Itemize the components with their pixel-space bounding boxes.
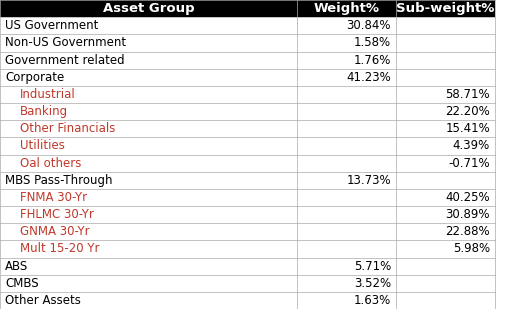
Text: 40.25%: 40.25% <box>445 191 490 204</box>
Text: Oal others: Oal others <box>20 157 81 170</box>
Bar <box>0 137 495 154</box>
Text: 22.20%: 22.20% <box>445 105 490 118</box>
Text: 1.58%: 1.58% <box>354 36 391 49</box>
Text: Banking: Banking <box>20 105 68 118</box>
Text: Utilities: Utilities <box>20 139 65 152</box>
Bar <box>0 86 495 103</box>
Text: Sub-weight%: Sub-weight% <box>396 2 494 15</box>
Text: GNMA 30-Yr: GNMA 30-Yr <box>20 225 89 238</box>
Bar <box>0 34 495 52</box>
Text: Industrial: Industrial <box>20 88 76 101</box>
Text: 5.98%: 5.98% <box>453 243 490 256</box>
Text: Other Assets: Other Assets <box>5 294 81 307</box>
Text: -0.71%: -0.71% <box>448 157 490 170</box>
Text: 1.76%: 1.76% <box>354 53 391 66</box>
Text: ABS: ABS <box>5 260 28 273</box>
Bar <box>0 275 495 292</box>
Text: 30.84%: 30.84% <box>346 19 391 32</box>
Text: MBS Pass-Through: MBS Pass-Through <box>5 174 113 187</box>
Text: FHLMC 30-Yr: FHLMC 30-Yr <box>20 208 93 221</box>
Bar <box>0 172 495 189</box>
Text: Other Financials: Other Financials <box>20 122 115 135</box>
Text: US Government: US Government <box>5 19 98 32</box>
Text: Weight%: Weight% <box>314 2 379 15</box>
Text: 22.88%: 22.88% <box>445 225 490 238</box>
Text: 5.71%: 5.71% <box>354 260 391 273</box>
Text: 4.39%: 4.39% <box>453 139 490 152</box>
Text: 15.41%: 15.41% <box>445 122 490 135</box>
Bar <box>0 189 495 206</box>
Text: Asset Group: Asset Group <box>103 2 194 15</box>
Text: Mult 15-20 Yr: Mult 15-20 Yr <box>20 243 99 256</box>
Bar <box>0 52 495 69</box>
Bar <box>0 17 495 34</box>
Text: Non-US Government: Non-US Government <box>5 36 126 49</box>
Bar <box>0 240 495 257</box>
Text: 58.71%: 58.71% <box>445 88 490 101</box>
Text: FNMA 30-Yr: FNMA 30-Yr <box>20 191 87 204</box>
Bar <box>0 154 495 172</box>
Bar <box>0 120 495 137</box>
Bar <box>0 257 495 275</box>
Bar <box>0 206 495 223</box>
Text: 1.63%: 1.63% <box>354 294 391 307</box>
Bar <box>0 103 495 120</box>
Text: Government related: Government related <box>5 53 125 66</box>
Text: 13.73%: 13.73% <box>346 174 391 187</box>
Bar <box>0 223 495 240</box>
Text: 30.89%: 30.89% <box>445 208 490 221</box>
Bar <box>0 69 495 86</box>
Bar <box>0 0 495 17</box>
Text: Corporate: Corporate <box>5 71 64 84</box>
Bar <box>0 292 495 309</box>
Text: 41.23%: 41.23% <box>346 71 391 84</box>
Text: CMBS: CMBS <box>5 277 38 290</box>
Text: 3.52%: 3.52% <box>354 277 391 290</box>
